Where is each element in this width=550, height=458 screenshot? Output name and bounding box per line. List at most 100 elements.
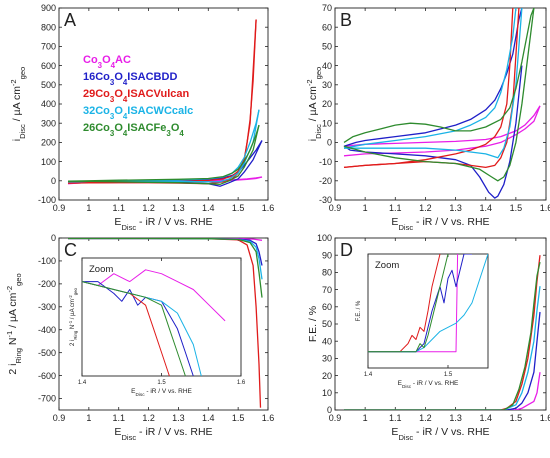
series-line [343,105,541,147]
x-tick-label: 1.4 [364,372,373,378]
x-tick-label: 1.3 [172,413,185,423]
series-line [67,124,260,182]
x-tick-label: 1.6 [237,380,246,386]
x-axis-label: EDisc - iR / V vs. RHE [114,216,212,232]
y-tick-label: 0 [51,233,56,243]
y-tick-label: -20 [319,176,332,186]
y-tick-label: 60 [322,302,332,312]
y-tick-label: 10 [322,118,332,128]
y-tick-label: 20 [322,99,332,109]
series-line [344,372,541,410]
y-tick-label: 30 [322,80,332,90]
y-tick-label: 40 [322,336,332,346]
legend-entry: Co3O4AC [83,54,131,70]
x-tick-label: 1.5 [157,380,166,386]
x-tick-label: 1.4 [202,203,215,213]
y-tick-label: 400 [41,99,56,109]
y-tick-label: 40 [322,61,332,71]
series-line [344,261,541,410]
x-tick-label: 1 [363,413,368,423]
x-tick-label: 1.4 [479,413,492,423]
x-tick-label: 1.3 [449,413,462,423]
panel-c: 0.9 1 1.1 1.2 1.3 1.4 1.5 1.6 0 -100 -200 -300 -400 -… [5,233,275,441]
y-tick-label: -30 [319,195,332,205]
series-line [67,19,257,184]
zoom-inset: 1.4 1.5 1.6 Zoom EDisc - iR / V vs. RHE 2 iRi… [68,257,246,397]
series-line [82,281,194,376]
series-line [368,254,488,353]
y-tick-label: -700 [38,394,56,404]
plot-frame [58,7,269,201]
panel-a: 0.9 1 1.1 1.2 1.3 1.4 1.5 1.6 -100 0 100 200 300 400 5… [9,3,275,231]
series-line [344,286,541,410]
series-line [82,269,226,322]
x-axis-label: EDisc - iR / V vs. RHE [391,426,489,442]
x-tick-label: 1.5 [444,372,453,378]
y-tick-label: 20 [322,371,332,381]
x-tick-label: 0.9 [329,413,342,423]
x-tick-label: 1.2 [142,203,155,213]
x-tick-label: 1.4 [78,380,87,386]
y-tick-label: -10 [319,157,332,167]
panel-label: B [340,10,352,30]
y-tick-label: -200 [38,279,56,289]
series-line [67,109,260,183]
y-tick-label: 100 [41,157,56,167]
inset-title: Zoom [375,260,399,271]
y-tick-label: -500 [38,348,56,358]
series-line [344,311,541,410]
series-line [67,124,260,185]
x-tick-label: 1.5 [232,203,245,213]
x-tick-label: 1.4 [202,413,215,423]
y-tick-label: 700 [41,42,56,52]
x-tick-label: 1.5 [232,413,245,423]
panel-b: 0.9 1 1.1 1.2 1.3 1.4 1.5 1.6 -30 -20 -10 0 10 20 30 40… [305,3,550,231]
y-tick-label: 600 [41,61,56,71]
x-tick-label: 1 [363,203,368,213]
series-line [343,8,535,182]
x-tick-label: 1.4 [479,203,492,213]
y-tick-label: 50 [322,42,332,52]
y-tick-label: 300 [41,118,56,128]
legend-entry: 16Co3O4ISACBDD [83,71,177,87]
y-tick-label: 10 [322,388,332,398]
x-axis-label: EDisc - iR / V vs. RHE [391,216,489,232]
x-tick-label: 1 [86,413,91,423]
x-tick-label: 1.3 [449,203,462,213]
y-tick-label: 30 [322,354,332,364]
x-tick-label: 1.1 [112,203,125,213]
y-tick-label: 900 [41,3,56,13]
y-tick-label: 800 [41,22,56,32]
panel-label: A [64,10,76,30]
x-tick-label: 1.6 [262,203,275,213]
y-tick-label: -600 [38,371,56,381]
series-line [67,109,260,183]
series-line [67,19,257,185]
panel-label: C [64,240,77,260]
series-line [344,8,523,159]
y-tick-label: 500 [41,80,56,90]
y-tick-label: -100 [38,195,56,205]
series-line [68,238,263,266]
series-line [344,255,541,410]
y-tick-label: 100 [317,233,332,243]
x-tick-label: 0.9 [53,413,66,423]
x-tick-label: 1 [86,203,91,213]
y-tick-label: 80 [322,268,332,278]
x-tick-label: 0.9 [329,203,342,213]
x-axis-label: EDisc - iR / V vs. RHE [114,426,212,442]
series-line [82,281,186,376]
inset-frame [367,253,489,369]
x-tick-label: 1.6 [540,413,550,423]
y-axis-label: 2 iRing N-1 / µA cm-2geo [5,273,23,374]
x-tick-label: 1.1 [389,203,402,213]
x-tick-label: 1.1 [389,413,402,423]
x-tick-label: 1.6 [540,203,550,213]
x-tick-label: 1.5 [510,413,523,423]
y-tick-label: -100 [38,256,56,266]
inset-title: Zoom [89,264,113,275]
series-line [68,238,263,298]
inset-y-axis-label: F.E. / % [356,300,362,321]
y-axis-label: iDisc / µA cm-2geo [9,67,27,141]
